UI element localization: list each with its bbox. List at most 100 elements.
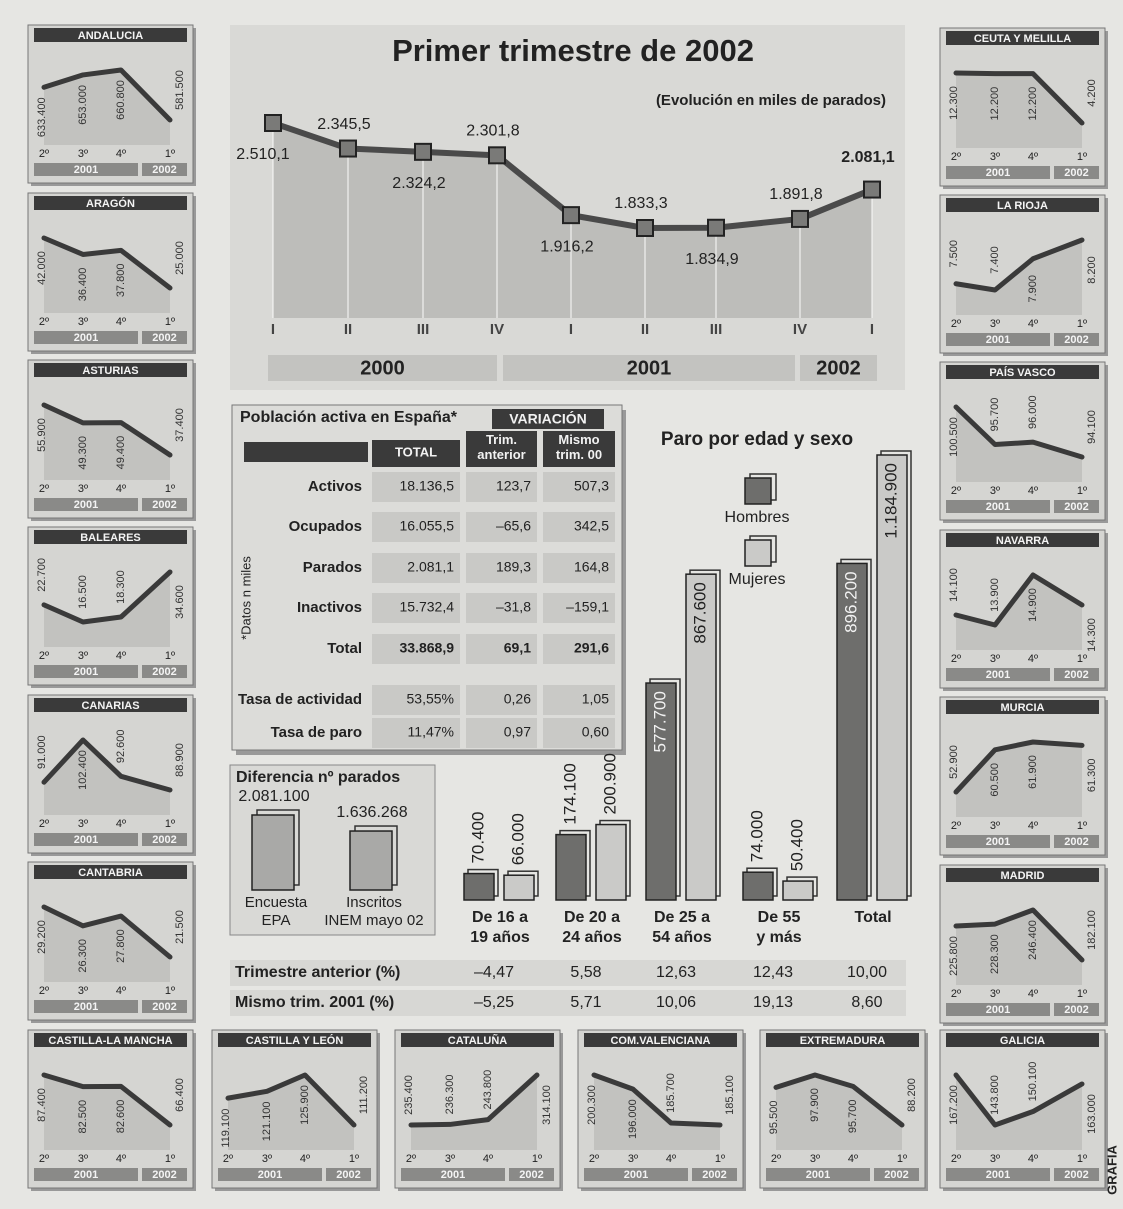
x-tick-label: 3º xyxy=(78,650,88,662)
x-tick-label: 2º xyxy=(951,318,961,330)
x-tick-label: 3º xyxy=(78,985,88,997)
year-label: 2001 xyxy=(986,501,1010,513)
row-label: Tasa de paro xyxy=(271,724,362,741)
value-label: 82.500 xyxy=(77,1100,89,1134)
value-label: 1.916,2 xyxy=(540,238,593,255)
x-tick-label: 3º xyxy=(78,316,88,328)
region-title: CASTILLA-LA MANCHA xyxy=(48,1035,172,1047)
x-tick-label: 2º xyxy=(951,988,961,1000)
x-tick-label: 3º xyxy=(445,1153,455,1165)
year-label: 2001 xyxy=(74,834,98,846)
cell-value: –159,1 xyxy=(566,599,609,615)
x-tick-label: 4º xyxy=(1028,318,1038,330)
value-label: 55.900 xyxy=(36,418,48,452)
x-tick-label: 2º xyxy=(589,1153,599,1165)
x-tick-label: 2º xyxy=(951,1153,961,1165)
bar xyxy=(504,875,534,900)
year-label: 2002 xyxy=(1064,1169,1088,1181)
value-label: 581.500 xyxy=(174,70,186,110)
legend-label: Mujeres xyxy=(729,571,786,588)
year-label: 2001 xyxy=(258,1169,282,1181)
year-label: 2001 xyxy=(986,167,1010,179)
value-label: 163.000 xyxy=(1086,1094,1098,1134)
x-tick-label: 3º xyxy=(990,820,1000,832)
cell-value: 507,3 xyxy=(574,478,609,494)
value-label: 200.300 xyxy=(586,1085,598,1125)
header-blank xyxy=(244,442,368,462)
value-label: 167.200 xyxy=(948,1085,960,1125)
cell-value: 0,60 xyxy=(582,724,609,740)
year-label: 2002 xyxy=(1064,334,1088,346)
value-label: 88.200 xyxy=(906,1078,918,1112)
x-tick-label: 3º xyxy=(990,151,1000,163)
value-label: 100.500 xyxy=(948,417,960,457)
x-tick-label: 4º xyxy=(1028,1153,1038,1165)
value-label: 111.200 xyxy=(358,1076,370,1114)
value-label: 2.324,2 xyxy=(392,175,445,192)
x-tick-label: 2º xyxy=(406,1153,416,1165)
cell-value: 53,55% xyxy=(407,691,454,707)
x-tick-label: 3º xyxy=(262,1153,272,1165)
row-label: Mismo trim. 2001 (%) xyxy=(235,994,394,1011)
x-tick-label: 1º xyxy=(349,1153,359,1165)
value-label: 21.500 xyxy=(174,910,186,944)
x-tick-label: III xyxy=(710,321,723,338)
year-label: 2002 xyxy=(884,1169,908,1181)
row-label: Activos xyxy=(308,478,362,495)
x-tick-label: 3º xyxy=(810,1153,820,1165)
cell-value: 15.732,4 xyxy=(400,599,455,615)
x-tick-label: 1º xyxy=(1077,988,1087,1000)
value-label: 87.400 xyxy=(36,1088,48,1122)
value-label: 243.800 xyxy=(482,1070,494,1110)
value-label: 867.600 xyxy=(690,582,709,643)
year-label: 2000 xyxy=(360,357,405,379)
x-tick-label: 4º xyxy=(483,1153,493,1165)
value-label: 125.900 xyxy=(299,1085,311,1125)
row-cell: 5,71 xyxy=(570,994,601,1011)
region-title: CASTILLA Y LEÓN xyxy=(246,1034,344,1047)
region-title: CATALUÑA xyxy=(448,1034,508,1047)
x-tick-label: 2º xyxy=(951,820,961,832)
chart-title: Paro por edad y sexo xyxy=(661,429,853,450)
value-label: 95.500 xyxy=(768,1101,780,1135)
chart-title: Diferencia nº parados xyxy=(236,769,400,786)
table-note: *Datos n miles xyxy=(238,556,253,640)
year-label: 2001 xyxy=(74,164,98,176)
point xyxy=(265,115,281,131)
row-label: Ocupados xyxy=(289,518,362,535)
value-label: 14.100 xyxy=(948,568,960,602)
x-tick-label: 2º xyxy=(39,650,49,662)
value-label: 8.200 xyxy=(1086,256,1098,284)
x-tick-label: 4º xyxy=(116,483,126,495)
value-label: 1.833,3 xyxy=(614,195,667,212)
x-tick-label: 1º xyxy=(532,1153,542,1165)
cell-value: 123,7 xyxy=(496,478,531,494)
x-tick-label: 1º xyxy=(165,316,175,328)
x-tick-label: 4º xyxy=(116,148,126,160)
cell-value: 164,8 xyxy=(574,559,609,575)
value-label: 2.081,1 xyxy=(841,149,894,166)
row-label: Trimestre anterior (%) xyxy=(235,964,400,981)
bar xyxy=(252,815,294,890)
x-tick-label: 3º xyxy=(78,148,88,160)
value-label: 182.100 xyxy=(1086,910,1098,950)
value-label: 52.900 xyxy=(948,745,960,779)
x-tick-label: 4º xyxy=(1028,485,1038,497)
x-tick-label: 4º xyxy=(666,1153,676,1165)
year-label: 2001 xyxy=(441,1169,465,1181)
x-tick-label: 3º xyxy=(990,318,1000,330)
value-label: 61.900 xyxy=(1027,755,1039,789)
x-tick-label: 1º xyxy=(1077,653,1087,665)
x-tick-label: 4º xyxy=(300,1153,310,1165)
value-label: 36.400 xyxy=(77,268,89,302)
x-tick-label: 4º xyxy=(1028,653,1038,665)
bar xyxy=(464,874,494,900)
x-tick-label: 4º xyxy=(1028,820,1038,832)
x-tick-label: 1º xyxy=(165,1153,175,1165)
value-label: 1.636.268 xyxy=(336,804,407,821)
x-tick-label: 2º xyxy=(223,1153,233,1165)
x-tick-label: 2º xyxy=(39,1153,49,1165)
value-label: 96.000 xyxy=(1027,395,1039,429)
region-title: CANARIAS xyxy=(81,700,139,712)
region-title: MURCIA xyxy=(1001,702,1045,714)
